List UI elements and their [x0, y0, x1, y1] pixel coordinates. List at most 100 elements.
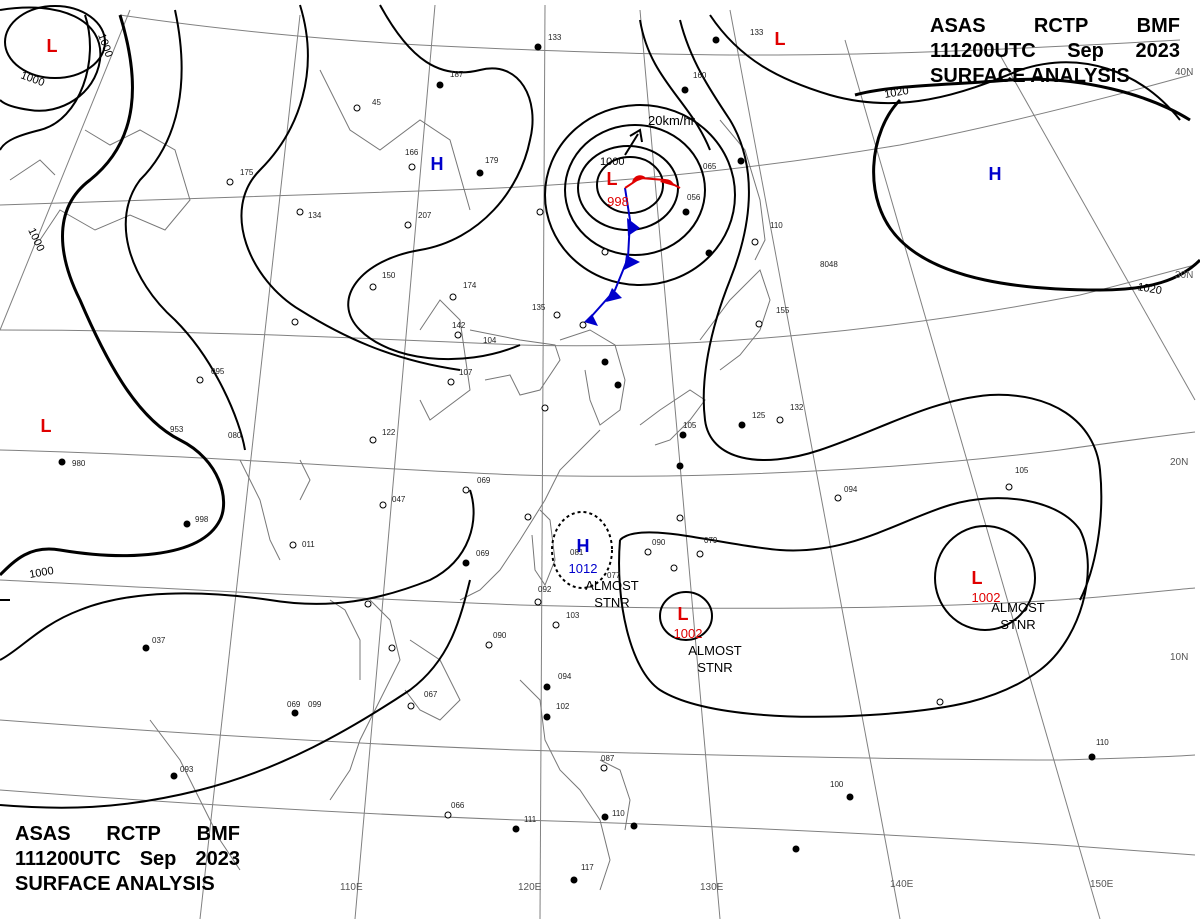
header-station: RCTP	[1033, 15, 1089, 37]
header-code: BMF	[1136, 15, 1180, 37]
station-value: 135	[532, 303, 546, 312]
isobar-label: 1020	[883, 85, 909, 101]
station-value: 103	[566, 611, 580, 620]
header-time: 111200UTC	[930, 40, 1036, 62]
header-station: RCTP	[106, 823, 161, 845]
station-value: 094	[844, 485, 858, 494]
low-center: L	[972, 568, 983, 588]
station-value: 095	[211, 367, 225, 376]
station-value: 102	[556, 702, 570, 711]
stnr-label-line2: STNR	[697, 660, 732, 675]
isobar-label: 1000	[19, 70, 46, 90]
header-agency: ASAS	[930, 15, 986, 37]
station-value: 953	[170, 425, 184, 434]
lon-label: 130E	[700, 882, 724, 893]
station-value: 110	[612, 809, 625, 818]
pressure-value: 998	[607, 194, 629, 209]
lon-label: 120E	[518, 882, 542, 893]
motion-speed-label: 20km/hr	[648, 113, 696, 128]
station-value: 100	[830, 780, 844, 789]
pressure-value: 1012	[569, 561, 598, 576]
header-bottom: ASAS RCTP BMF 111200UTC Sep 2023 SURFACE…	[15, 822, 240, 897]
stnr-label-line1: ALMOST	[991, 600, 1045, 615]
station-value: 107	[459, 368, 473, 377]
station-value: 067	[424, 690, 438, 699]
cold-front	[584, 187, 640, 326]
isobar-label: 1000	[28, 565, 54, 581]
station-value: 133	[750, 28, 764, 37]
station-value: 079	[704, 536, 718, 545]
station-value: 8048	[820, 260, 838, 269]
header-title: SURFACE ANALYSIS	[15, 873, 215, 895]
header-year: 2023	[1135, 40, 1180, 62]
lat-label: 40N	[1175, 67, 1193, 78]
station-value: 037	[152, 636, 166, 645]
high-center: H	[431, 154, 444, 174]
station-value: 056	[687, 193, 701, 202]
station-value: 111	[524, 815, 537, 824]
station-value: 011	[302, 540, 315, 549]
station-value: 069	[476, 549, 490, 558]
station-value: 179	[485, 156, 499, 165]
station-value: 094	[558, 672, 572, 681]
station-value: 207	[418, 211, 432, 220]
low-center: L	[47, 36, 58, 56]
station-value: 077	[607, 571, 621, 580]
station-value: 069	[477, 476, 491, 485]
warm-front	[624, 175, 681, 189]
station-value: 090	[652, 538, 666, 547]
station-value: 047	[392, 495, 406, 504]
station-value: 980	[72, 459, 86, 468]
station-value: 105	[683, 421, 697, 430]
station-value: 166	[405, 148, 419, 157]
header-code: BMF	[196, 823, 240, 845]
dotted-high-outline	[551, 511, 613, 589]
low-center: L	[41, 416, 52, 436]
station-value: 132	[790, 403, 804, 412]
graticule	[0, 4, 1196, 919]
motion-arrow	[624, 128, 643, 156]
header-month: Sep	[139, 848, 177, 870]
lat-label: 10N	[1170, 652, 1188, 663]
station-value: 175	[240, 168, 254, 177]
station-value: 174	[463, 281, 477, 290]
station-value: 155	[776, 306, 790, 315]
coastlines	[9, 69, 771, 891]
station-value: 105	[1015, 466, 1029, 475]
low-center: L	[775, 29, 786, 49]
station-value: 117	[581, 863, 594, 872]
low-center: L	[678, 604, 689, 624]
lon-label: 110E	[340, 882, 363, 893]
header-month: Sep	[1067, 40, 1104, 62]
stnr-label-line1: ALMOST	[585, 578, 639, 593]
station-value: 090	[493, 631, 507, 640]
low-center: L	[607, 169, 618, 189]
lat-label: 30N	[1175, 270, 1193, 281]
center-isobar-label: 1000	[600, 156, 624, 168]
header-agency: ASAS	[15, 823, 71, 845]
lat-label: 20N	[1170, 457, 1188, 468]
stnr-label-line2: STNR	[594, 595, 629, 610]
station-value: 066	[451, 801, 465, 810]
isobar-label: 1000	[25, 226, 46, 253]
station-value: 142	[452, 321, 466, 330]
station-value: 122	[382, 428, 396, 437]
station-value: 160	[693, 71, 707, 80]
station-value: 104	[483, 336, 497, 345]
station-value: 065	[703, 162, 717, 171]
stnr-label-line2: STNR	[1000, 617, 1035, 632]
station-markers	[58, 36, 1096, 884]
station-value: 080	[228, 431, 242, 440]
station-value: 092	[538, 585, 552, 594]
high-center: H	[989, 164, 1002, 184]
pressure-value: 1002	[972, 590, 1001, 605]
header-bottom-line2: 111200UTC Sep 2023	[15, 847, 240, 872]
station-value: 998	[195, 515, 209, 524]
high-center: H	[577, 536, 590, 556]
station-value: 110	[1096, 738, 1109, 747]
pressure-value: 1002	[674, 626, 703, 641]
station-value: 187	[450, 70, 464, 79]
station-value: 069	[287, 700, 301, 709]
station-value: 081	[570, 548, 584, 557]
